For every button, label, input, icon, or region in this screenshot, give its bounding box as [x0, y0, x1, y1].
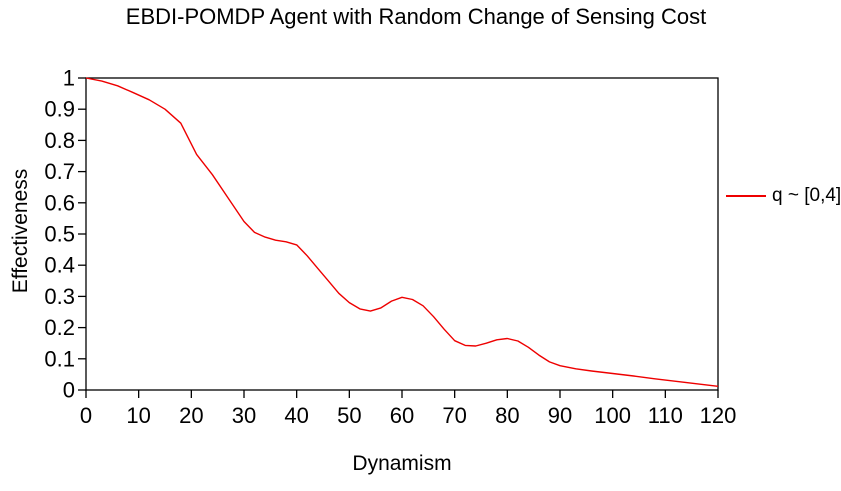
chart-title: EBDI-POMDP Agent with Random Change of S… [125, 4, 707, 29]
legend: q ~ [0,4] [726, 185, 841, 207]
y-tick-label: 0 [63, 378, 75, 403]
y-tick-label: 0.9 [44, 97, 75, 122]
x-tick-label: 50 [337, 403, 361, 428]
x-tick-label: 110 [648, 403, 683, 428]
x-tick-label: 10 [126, 403, 150, 428]
x-tick-label: 40 [284, 403, 308, 428]
x-tick-label: 70 [442, 403, 466, 428]
legend-label: q ~ [0,4] [772, 185, 841, 206]
legend-line-swatch [726, 195, 766, 197]
x-tick-label: 100 [594, 403, 631, 428]
y-tick-label: 0.4 [44, 253, 75, 278]
x-tick-label: 0 [80, 403, 92, 428]
x-tick-label: 60 [390, 403, 414, 428]
plot-border [85, 77, 719, 391]
x-tick-label: 30 [232, 403, 256, 428]
x-tick-label: 20 [179, 403, 203, 428]
y-tick-label: 0.6 [44, 190, 75, 215]
y-tick-label: 0.7 [44, 159, 75, 184]
y-tick-label: 0.2 [44, 315, 75, 340]
y-tick-label: 0.1 [44, 346, 75, 371]
y-tick-label: 0.8 [44, 128, 75, 153]
y-tick-label: 0.5 [44, 222, 75, 247]
series-line [85, 77, 719, 387]
y-axis-title: Effectiveness [9, 168, 32, 294]
x-tick-label: 90 [548, 403, 572, 428]
y-tick-label: 0.3 [44, 284, 75, 309]
x-tick-label: 120 [700, 403, 737, 428]
x-axis-title: Dynamism [352, 452, 452, 475]
x-tick-label: 80 [495, 403, 519, 428]
y-tick-label: 1 [63, 66, 75, 91]
